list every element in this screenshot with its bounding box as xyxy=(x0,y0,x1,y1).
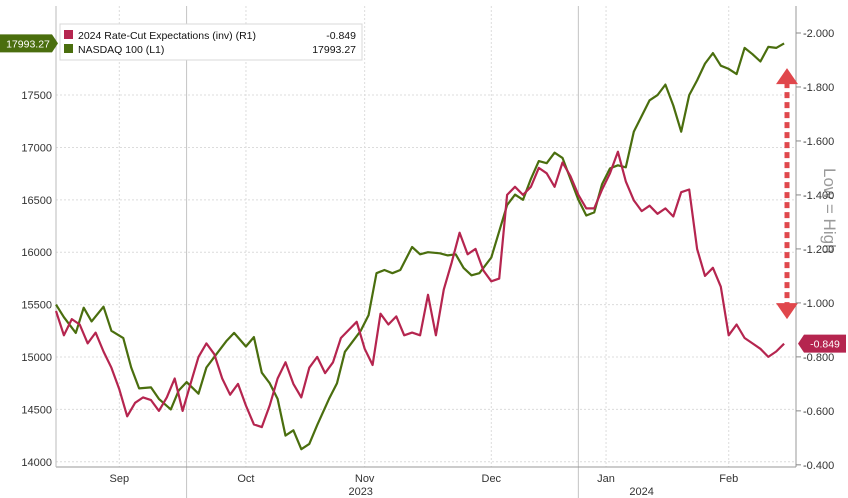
series-lines xyxy=(54,42,785,451)
x-tick-label-dec: Dec xyxy=(482,473,502,485)
x-year-label-2024: 2024 xyxy=(629,486,653,498)
x-tick-label-oct: Oct xyxy=(237,473,254,485)
left-tick-label-7: 17500 xyxy=(21,90,52,102)
x-year-label-2023: 2023 xyxy=(348,486,372,498)
annotation-text: Low = High xyxy=(820,168,839,254)
x-tick-label-feb: Feb xyxy=(719,473,738,485)
right-tick-label-7: -1.800 xyxy=(803,82,834,94)
last-value-tags: 17993.27 -0.849 xyxy=(0,34,846,353)
right-last-value-text: -0.849 xyxy=(810,339,840,351)
legend-last-value-0: -0.849 xyxy=(326,30,356,42)
right-tick-label-1: -0.600 xyxy=(803,406,834,418)
right-tick-label-6: -1.600 xyxy=(803,136,834,148)
series-line-rate-cut-expectations xyxy=(54,150,785,429)
x-tick-label-jan: Jan xyxy=(597,473,615,485)
left-tick-label-3: 15500 xyxy=(21,300,52,312)
left-last-value-text: 17993.27 xyxy=(6,38,50,50)
left-axis-ticks: 14000 14500 15000 15500 16000 16500 17000 17500 xyxy=(21,90,52,469)
left-tick-label-2: 15000 xyxy=(21,352,52,364)
legend-swatch-1 xyxy=(64,44,73,53)
right-axis-ticks: -0.400 -0.600 -0.800 -1.000 -1.200 -1.400 -1.6… xyxy=(796,28,834,472)
left-tick-label-0: 14000 xyxy=(21,457,52,469)
legend-swatch-0 xyxy=(64,30,73,39)
right-tick-label-2: -0.800 xyxy=(803,352,834,364)
right-tick-label-3: -1.000 xyxy=(803,298,834,310)
left-tick-label-1: 14500 xyxy=(21,404,52,416)
annotation-arrow-head-up xyxy=(776,68,798,85)
x-tick-label-sep: Sep xyxy=(110,473,130,485)
annotation: Low = High xyxy=(776,68,839,320)
legend-last-value-1: 17993.27 xyxy=(312,44,356,56)
left-tick-label-4: 16000 xyxy=(21,247,52,259)
legend-box xyxy=(59,23,363,61)
year-divider-lines xyxy=(186,6,579,498)
legend: 2024 Rate-Cut Expectations (inv) (R1) -0.… xyxy=(59,23,363,61)
x-tick-label-nov: Nov xyxy=(355,473,375,485)
left-tick-label-6: 17000 xyxy=(21,142,52,154)
left-last-value-tag xyxy=(0,34,58,53)
legend-label-0: 2024 Rate-Cut Expectations (inv) (R1) xyxy=(78,30,256,42)
right-tick-label-4: -1.200 xyxy=(803,244,834,256)
right-last-value-tag xyxy=(798,334,846,353)
legend-label-1: NASDAQ 100 (L1) xyxy=(78,44,164,56)
right-tick-label-0: -0.400 xyxy=(803,460,834,472)
x-axis-labels: Sep Oct Nov Dec Jan Feb 2023 2024 xyxy=(110,473,739,498)
series-line-nasdaq-100 xyxy=(55,42,785,451)
annotation-arrow-head-down xyxy=(776,303,798,320)
left-tick-label-5: 16500 xyxy=(21,195,52,207)
right-tick-label-5: -1.400 xyxy=(803,190,834,202)
right-tick-label-8: -2.000 xyxy=(803,28,834,40)
